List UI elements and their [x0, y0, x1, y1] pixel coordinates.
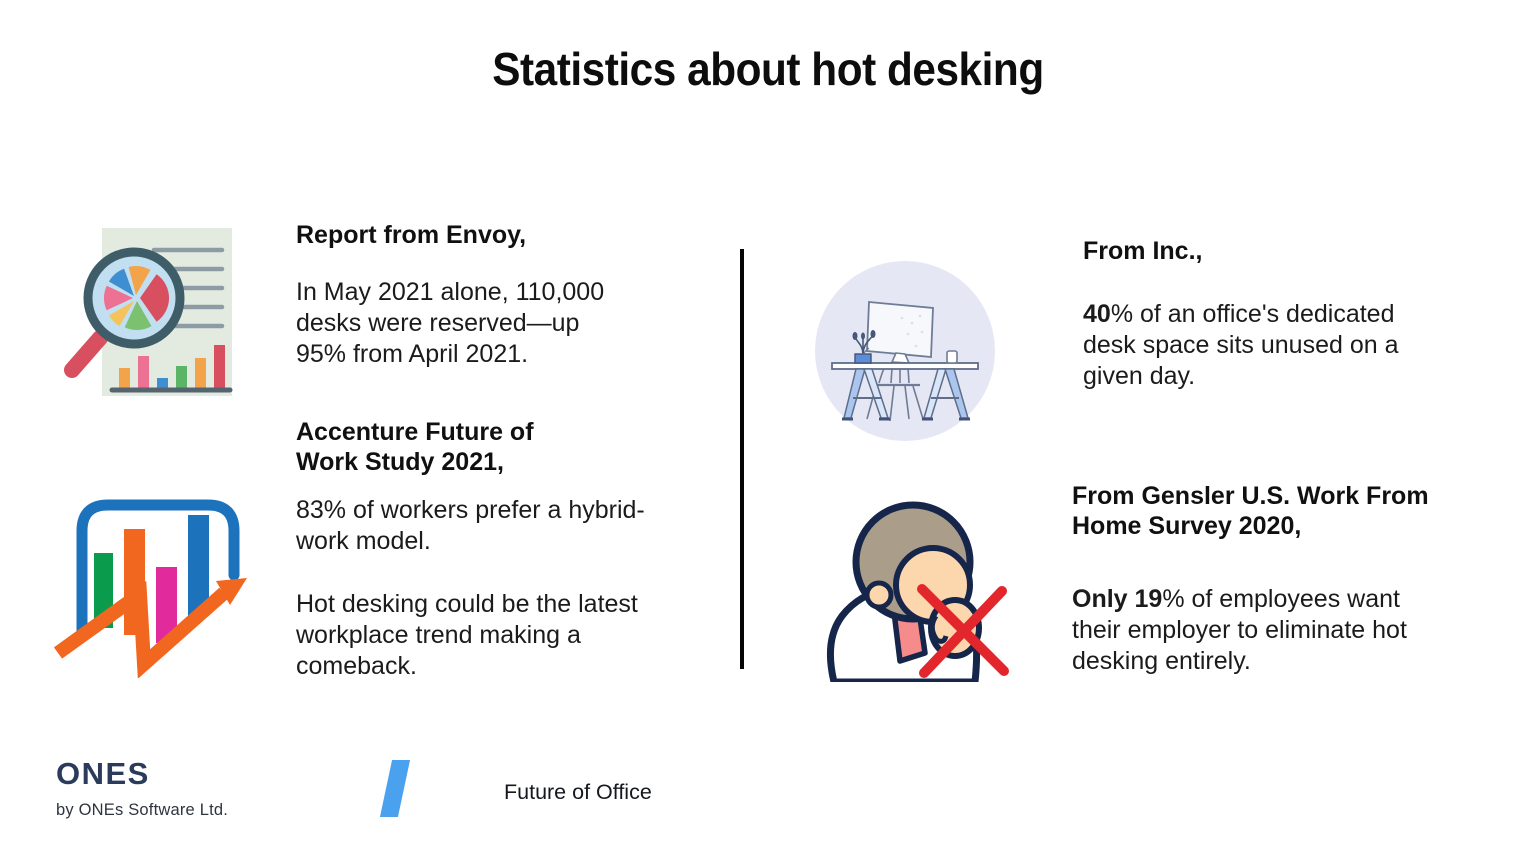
mini-bar-chart	[109, 345, 233, 393]
desk-top	[831, 362, 979, 370]
magnifier-handle	[64, 330, 108, 378]
stat-body-hot-desking-trend: Hot desking could be the latest workplac…	[296, 590, 638, 680]
stat-heading-envoy: Report from Envoy,	[296, 221, 527, 249]
stat-body-accenture: 83% of workers prefer a hybrid- work mod…	[296, 496, 645, 555]
stat-body-inc: 40% of an office's dedicated desk space …	[1083, 300, 1399, 390]
trend-arrow	[53, 578, 247, 678]
desk-illustration-icon	[812, 258, 998, 444]
page-title: Statistics about hot desking	[492, 43, 1044, 95]
pie-chart	[103, 266, 170, 331]
stat-body-gensler: Only 19% of employees want their employe…	[1072, 585, 1407, 675]
computer-monitor	[860, 301, 934, 364]
chart-frame	[76, 499, 240, 639]
cup	[946, 350, 958, 364]
person-thumb	[929, 614, 949, 644]
person-rejecting-icon	[818, 492, 1014, 682]
stat-heading-accenture: Accenture Future of Work Study 2021,	[296, 418, 534, 476]
plant-pot	[854, 353, 872, 364]
ones-logo-byline: by ONEs Software Ltd.	[56, 801, 229, 819]
desk-legs	[842, 368, 970, 421]
brand-label: Future of Office	[504, 780, 652, 804]
plant	[852, 330, 876, 354]
stat-body-envoy: In May 2021 alone, 110,000 desks were re…	[296, 278, 605, 368]
ones-logo: ONES	[56, 756, 150, 791]
brand-slash-icon	[379, 760, 411, 817]
person-ear	[864, 580, 894, 610]
red-cross-icon	[917, 584, 1009, 678]
report-analysis-icon	[62, 222, 247, 402]
column-divider	[740, 249, 744, 669]
stat-heading-gensler: From Gensler U.S. Work From Home Survey …	[1072, 482, 1429, 540]
growth-chart-icon	[50, 483, 250, 678]
stat-heading-inc: From Inc.,	[1083, 237, 1203, 265]
